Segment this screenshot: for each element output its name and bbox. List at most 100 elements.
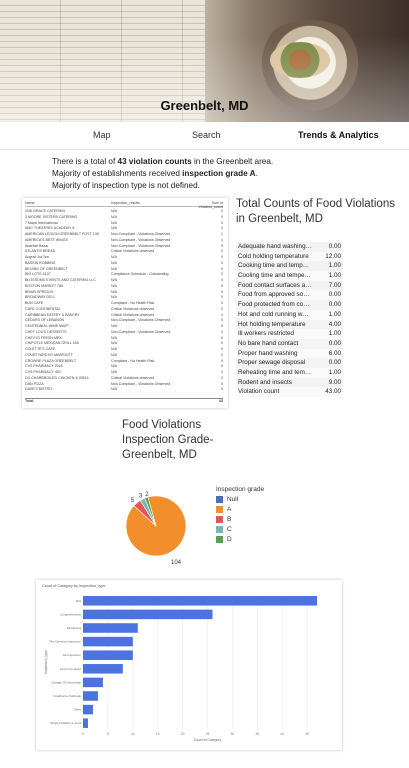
pie-label-b: 5 bbox=[131, 498, 135, 504]
y-tick-label: Other bbox=[73, 708, 81, 712]
count-row: Cooking time and temper... 1.00 bbox=[236, 261, 343, 271]
col-name: Name bbox=[25, 201, 35, 205]
count-value: 1.00 bbox=[328, 368, 341, 376]
pie-label-d: 2 bbox=[145, 492, 149, 498]
table-total-row: Total 43 bbox=[25, 398, 223, 404]
x-tick-label: 5 bbox=[107, 732, 109, 736]
x-tick-label: 10 bbox=[131, 732, 135, 736]
count-value: 12.00 bbox=[325, 252, 341, 260]
cell-result: Critical Violations observed bbox=[111, 312, 155, 317]
count-label: Adequate hand washing f... bbox=[238, 243, 312, 250]
count-label: Violation count bbox=[238, 388, 280, 396]
count-label: Ill workers restricted bbox=[238, 330, 294, 338]
count-label: Proper hand washing bbox=[238, 349, 298, 357]
cell-name: AMERICAN LEGION GREENBELT POST 136 bbox=[25, 232, 99, 236]
table-row: CENTENNIAL WINE MART N/A 0 bbox=[25, 324, 223, 330]
nav-trends-analytics[interactable]: Trends & Analytics bbox=[298, 130, 379, 140]
count-row: Hot holding temperature 4.00 bbox=[236, 320, 343, 330]
cell-result: N/A bbox=[111, 278, 117, 282]
table-row: BIG LOTS 5137 Compliance Schedule - Outst… bbox=[25, 272, 223, 278]
count-row: Reheating time and temp... 1.00 bbox=[236, 367, 343, 378]
count-row: Proper sewage disposal 0.00 bbox=[236, 358, 343, 368]
cell-name: BOSTON MARKET 765 bbox=[25, 283, 64, 288]
y-tick-label: Re-inspection bbox=[63, 653, 82, 657]
cell-result: N/A bbox=[111, 387, 117, 392]
hero-banner: Greenbelt, MD bbox=[0, 0, 409, 122]
table-row: AMERICAN LEGION GREENBELT POST 136 Non-Co… bbox=[25, 232, 223, 238]
table-row: CROWNE PLAZA GREENBELT Compliant - No Hea… bbox=[25, 359, 223, 365]
table-row: Anarkali Bazar Non-Compliant - Violations… bbox=[25, 244, 223, 250]
cell-result: Non-Compliant - Violations Observed bbox=[111, 318, 171, 323]
x-tick-label: 0 bbox=[82, 732, 84, 736]
inspection-results-table: Name Inspection_results Sum of Violation… bbox=[22, 198, 228, 408]
count-row: Adequate hand washing f... 0.00 bbox=[236, 242, 343, 252]
cell-count: 0 bbox=[221, 341, 223, 346]
cell-count: 2 bbox=[221, 312, 223, 317]
y-tick-label: N/A bbox=[76, 599, 81, 603]
cell-count: 0 bbox=[221, 352, 223, 357]
cell-result: Non-Compliant - Violations Observed bbox=[111, 237, 171, 242]
count-row: Cooling time and tempera... 1.00 bbox=[236, 271, 343, 281]
cell-name: BUN CAFE bbox=[25, 301, 44, 305]
nav-map[interactable]: Map bbox=[93, 130, 111, 140]
table-row: AMC THEATRES ACADEMY 8 N/A 0 bbox=[25, 226, 223, 232]
cell-name: Anarkali Bazar bbox=[25, 243, 49, 248]
legend-item-a: A bbox=[216, 505, 286, 515]
nav-search[interactable]: Search bbox=[192, 130, 221, 140]
y-tick-label: Comprehensive bbox=[60, 612, 81, 616]
cell-count: 0 bbox=[221, 347, 223, 351]
y-tick-label: Pre-Opening Inspection bbox=[49, 640, 81, 644]
grade-highlight: inspection grade A bbox=[182, 169, 256, 178]
table-row: CVS PHARMACY 452 N/A 0 bbox=[25, 370, 223, 376]
x-tick-label: 30 bbox=[231, 732, 235, 736]
cell-name: BEIJING OF GREENBELT bbox=[25, 266, 68, 271]
table-row: CARIBBEAN EATERY & BAKERY Critical Violat… bbox=[25, 313, 223, 319]
count-label: Proper sewage disposal bbox=[238, 359, 306, 367]
legend-title: Inspection grade bbox=[216, 486, 265, 493]
count-label: Food protected from cont... bbox=[238, 301, 312, 309]
cell-count: 0 bbox=[221, 387, 223, 392]
summary-line-2: Majority of establishments received insp… bbox=[52, 168, 382, 180]
count-label: Cooling time and tempera... bbox=[238, 272, 312, 280]
count-label: Rodent and insects bbox=[238, 378, 292, 386]
count-label: Food contact surfaces and... bbox=[238, 281, 312, 289]
summary-line-1-pre: There is a total of bbox=[52, 157, 118, 166]
count-label: Reheating time and temp... bbox=[238, 368, 312, 376]
cell-count: 0 bbox=[221, 266, 223, 271]
x-tick-label: 15 bbox=[156, 732, 160, 736]
cell-result: Compliant - No Health Risk bbox=[111, 358, 155, 363]
table-row: CHEF LOU'S DESSERTS Non-Compliant - Viola… bbox=[25, 330, 223, 336]
cell-result: N/A bbox=[111, 209, 117, 213]
pie-legend: Inspection grade Null A B C D bbox=[216, 486, 286, 545]
summary-line-1-post: in the Greenbelt area. bbox=[191, 157, 274, 166]
cell-result: Non-Compliant - Violations Observed bbox=[111, 232, 171, 236]
table-row: BEIJING OF GREENBELT N/A 0 bbox=[25, 267, 223, 273]
count-row: Food protected from cont... 0.00 bbox=[236, 300, 343, 310]
cell-name: COLETTE'S CAFE bbox=[25, 347, 56, 351]
cell-count: 0 bbox=[221, 358, 223, 363]
count-value: 1.00 bbox=[328, 330, 341, 338]
table-row: BLOSSOMS EVENTS AND CATERING LLC N/A 0 bbox=[25, 278, 223, 284]
summary-text: There is a total of 43 violation counts … bbox=[52, 156, 382, 192]
cell-name: COURTYARD BY MARRIOTT bbox=[25, 352, 73, 357]
table-row: CVS PHARMACY 2016 N/A 0 bbox=[25, 364, 223, 370]
cell-result: N/A bbox=[111, 266, 117, 271]
count-row: Proper hand washing 6.00 bbox=[236, 348, 343, 359]
legend-item-c: C bbox=[216, 525, 286, 535]
cell-name: ATLANTIS BREAD bbox=[25, 249, 56, 254]
table-row: COURTYARD BY MARRIOTT N/A 0 bbox=[25, 353, 223, 359]
cell-count: 0 bbox=[221, 260, 223, 265]
cell-count: 0 bbox=[221, 381, 223, 386]
table-row: BRAIN SPRIGGS N/A 0 bbox=[25, 290, 223, 296]
cell-count: 0 bbox=[221, 370, 223, 374]
cell-result: N/A bbox=[111, 260, 117, 265]
cell-name: CAFE CONTINENTAL bbox=[25, 306, 61, 311]
count-value: 0.00 bbox=[328, 339, 341, 347]
cell-result: N/A bbox=[111, 352, 117, 357]
x-axis-label: Count of Category bbox=[194, 738, 222, 742]
count-row: Rodent and insects 9.00 bbox=[236, 378, 343, 388]
table-row: BOSTON MARKET 765 N/A 0 bbox=[25, 284, 223, 290]
cell-name: DAVE'S BISTRO bbox=[25, 387, 52, 392]
table-row: DAN PIZZA Non-Compliant - Violations Obse… bbox=[25, 382, 223, 388]
bar-monitoring bbox=[83, 623, 138, 633]
